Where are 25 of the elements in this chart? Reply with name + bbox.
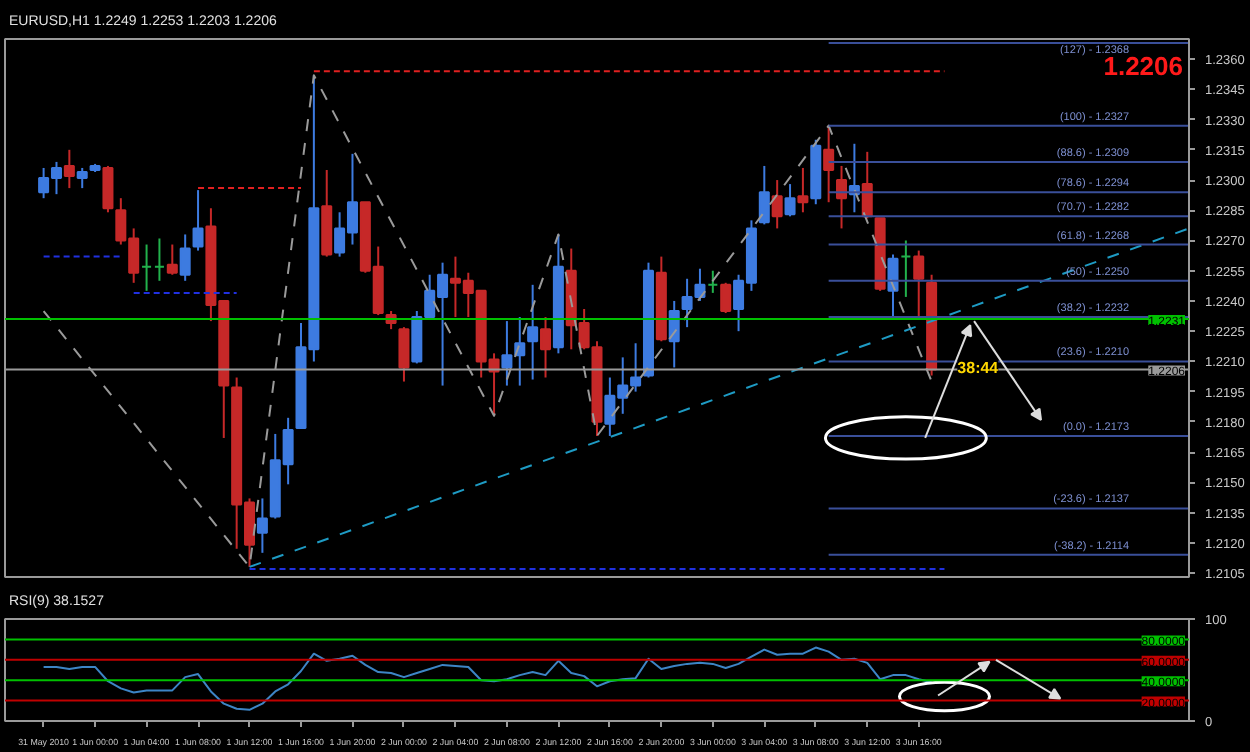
candlestick xyxy=(836,164,848,230)
candlestick xyxy=(153,237,165,282)
annotation: 1.2206 xyxy=(1103,51,1184,81)
candlestick xyxy=(398,326,410,383)
candlestick xyxy=(707,269,719,294)
candlestick xyxy=(256,497,268,554)
candlestick xyxy=(784,183,796,218)
line-series xyxy=(42,646,933,711)
candlestick xyxy=(179,233,191,282)
candlestick xyxy=(63,148,75,190)
candlestick xyxy=(797,166,809,214)
candlestick xyxy=(823,124,835,204)
candlestick xyxy=(192,189,204,252)
candlestick xyxy=(527,283,539,381)
candlestick xyxy=(720,281,732,315)
candlestick xyxy=(771,179,783,230)
candlestick xyxy=(76,166,88,190)
candlestick xyxy=(141,243,153,292)
candlestick xyxy=(758,164,770,226)
candlestick xyxy=(913,249,925,321)
candlestick xyxy=(900,239,912,298)
candlestick xyxy=(166,243,178,276)
candlestick xyxy=(102,164,114,214)
candlestick xyxy=(540,316,552,379)
annotation: 38:44 xyxy=(957,359,1000,378)
